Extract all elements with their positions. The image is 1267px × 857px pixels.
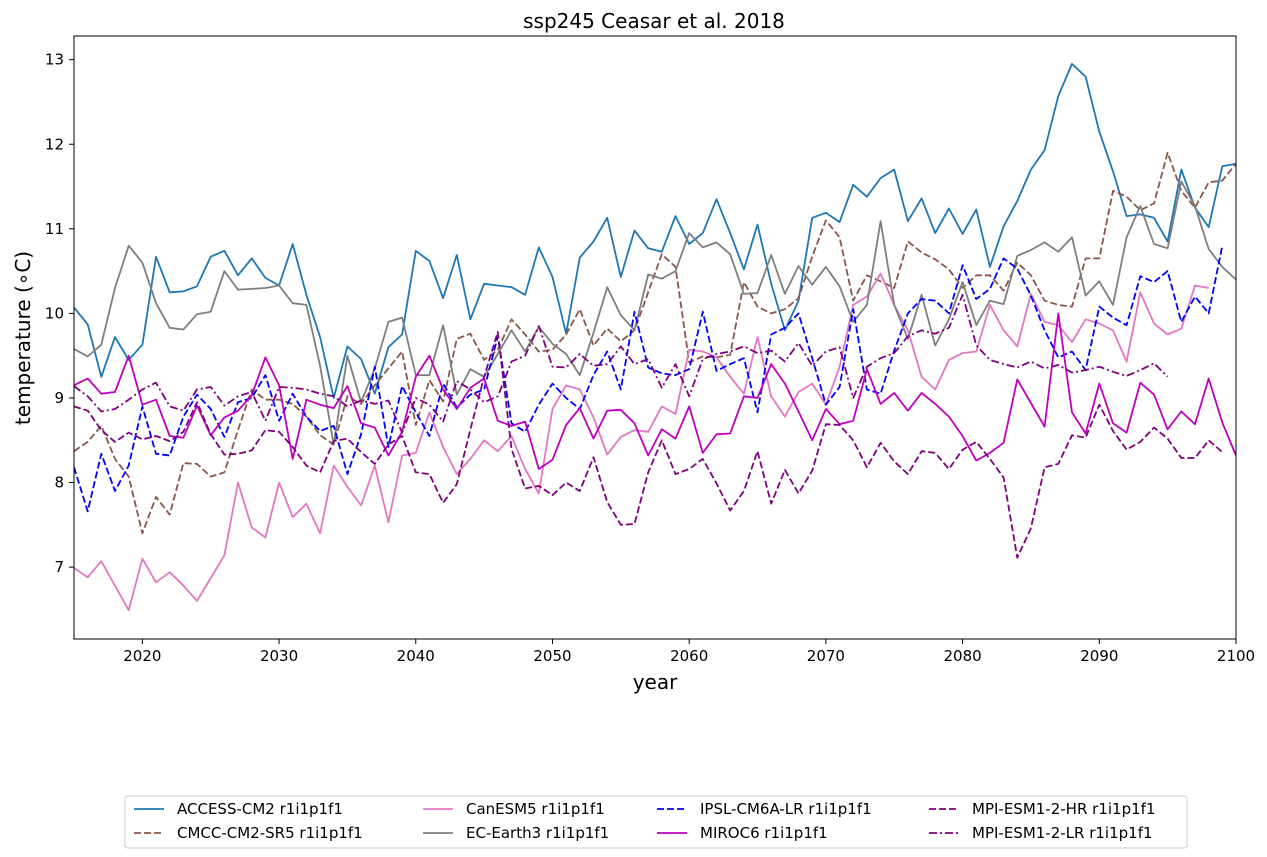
- series-line-ipsl-cm6a-lr: [74, 245, 1224, 513]
- y-tick-label: 10: [45, 304, 64, 322]
- x-axis-label: year: [633, 670, 678, 694]
- legend-label: IPSL-CM6A-LR r1i1p1f1: [700, 800, 872, 818]
- legend-label: ACCESS-CM2 r1i1p1f1: [177, 800, 343, 818]
- x-tick-label: 2030: [260, 647, 298, 665]
- series-line-canesm5: [74, 272, 1209, 612]
- plot-lines: [74, 63, 1236, 612]
- y-tick-label: 7: [54, 558, 64, 576]
- legend-label: MPI-ESM1-2-LR r1i1p1f1: [972, 824, 1153, 842]
- y-tick-label: 12: [45, 135, 64, 153]
- x-tick-label: 2090: [1080, 647, 1118, 665]
- series-line-access-cm2: [74, 63, 1236, 399]
- y-tick-label: 9: [54, 389, 64, 407]
- series-line-miroc6: [74, 312, 1236, 470]
- series-line-ec-earth3: [74, 180, 1236, 446]
- x-tick-label: 2080: [943, 647, 981, 665]
- series-line-mpi-esm1-2-lr: [74, 293, 1169, 434]
- x-tick-label: 2100: [1217, 647, 1255, 665]
- legend-label: MPI-ESM1-2-HR r1i1p1f1: [972, 800, 1155, 818]
- legend-frame: [124, 795, 1188, 849]
- x-tick-label: 2060: [670, 647, 708, 665]
- series-line-cmcc-cm2-sr5: [74, 151, 1236, 535]
- x-tick-label: 2070: [807, 647, 845, 665]
- x-axis-ticks: 2020 2030 2040 2050 2060 2070 2080 2090 2100: [123, 639, 1255, 665]
- legend-label: CanESM5 r1i1p1f1: [466, 800, 605, 818]
- x-tick-label: 2040: [397, 647, 435, 665]
- y-tick-label: 8: [54, 474, 64, 492]
- y-tick-label: 13: [45, 51, 64, 69]
- x-tick-label: 2020: [123, 647, 161, 665]
- legend-label: MIROC6 r1i1p1f1: [700, 824, 828, 842]
- legend-label: EC-Earth3 r1i1p1f1: [466, 824, 609, 842]
- series-line-mpi-esm1-2-hr: [74, 331, 1223, 559]
- y-axis-label: temperature (∘C): [11, 251, 35, 425]
- plot-frame: [73, 35, 1237, 640]
- x-tick-label: 2050: [533, 647, 571, 665]
- legend: ACCESS-CM2 r1i1p1f1 CMCC-CM2-SR5 r1i1p1f1…: [124, 795, 1188, 849]
- legend-label: CMCC-CM2-SR5 r1i1p1f1: [177, 824, 363, 842]
- y-axis-ticks: 7 8 9 10 11 12 13: [45, 51, 74, 576]
- chart-title: ssp245 Ceasar et al. 2018: [523, 9, 785, 33]
- y-tick-label: 11: [45, 220, 64, 238]
